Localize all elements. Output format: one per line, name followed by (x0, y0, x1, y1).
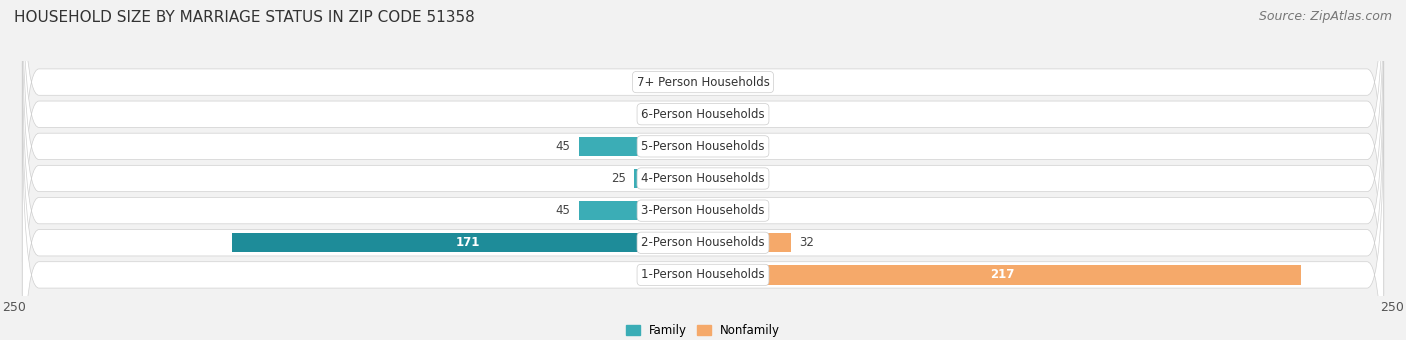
Text: 0: 0 (688, 268, 695, 282)
Bar (703, 169, 752, 188)
Text: 0: 0 (761, 204, 768, 217)
Bar (634, 169, 703, 188)
Text: 45: 45 (555, 204, 571, 217)
Text: 0: 0 (761, 172, 768, 185)
Text: 25: 25 (612, 172, 626, 185)
Text: 4-Person Households: 4-Person Households (641, 172, 765, 185)
Bar (703, 137, 752, 156)
FancyBboxPatch shape (22, 95, 1384, 340)
Bar (579, 137, 703, 156)
FancyBboxPatch shape (22, 0, 1384, 340)
Text: 171: 171 (456, 236, 479, 249)
Text: 5-Person Households: 5-Person Households (641, 140, 765, 153)
Bar (681, 72, 703, 92)
Text: 2-Person Households: 2-Person Households (641, 236, 765, 249)
Text: 9: 9 (761, 108, 768, 121)
FancyBboxPatch shape (22, 0, 1384, 294)
Text: Source: ZipAtlas.com: Source: ZipAtlas.com (1258, 10, 1392, 23)
Text: 0: 0 (688, 108, 695, 121)
Text: 32: 32 (800, 236, 814, 249)
Bar (579, 201, 703, 220)
Bar (703, 233, 792, 252)
Text: HOUSEHOLD SIZE BY MARRIAGE STATUS IN ZIP CODE 51358: HOUSEHOLD SIZE BY MARRIAGE STATUS IN ZIP… (14, 10, 475, 25)
Text: 7+ Person Households: 7+ Person Households (637, 75, 769, 89)
Text: 0: 0 (761, 140, 768, 153)
Bar (703, 72, 752, 92)
Text: 217: 217 (990, 268, 1014, 282)
Legend: Family, Nonfamily: Family, Nonfamily (621, 319, 785, 340)
Text: 6-Person Households: 6-Person Households (641, 108, 765, 121)
FancyBboxPatch shape (22, 63, 1384, 340)
FancyBboxPatch shape (22, 0, 1384, 262)
Bar (232, 233, 703, 252)
Text: 1-Person Households: 1-Person Households (641, 268, 765, 282)
Bar (703, 201, 752, 220)
Text: 8: 8 (665, 75, 672, 89)
Text: 3-Person Households: 3-Person Households (641, 204, 765, 217)
FancyBboxPatch shape (22, 0, 1384, 326)
Text: 0: 0 (761, 75, 768, 89)
Text: 45: 45 (555, 140, 571, 153)
Bar (703, 105, 752, 124)
Bar (703, 265, 1301, 285)
FancyBboxPatch shape (22, 31, 1384, 340)
